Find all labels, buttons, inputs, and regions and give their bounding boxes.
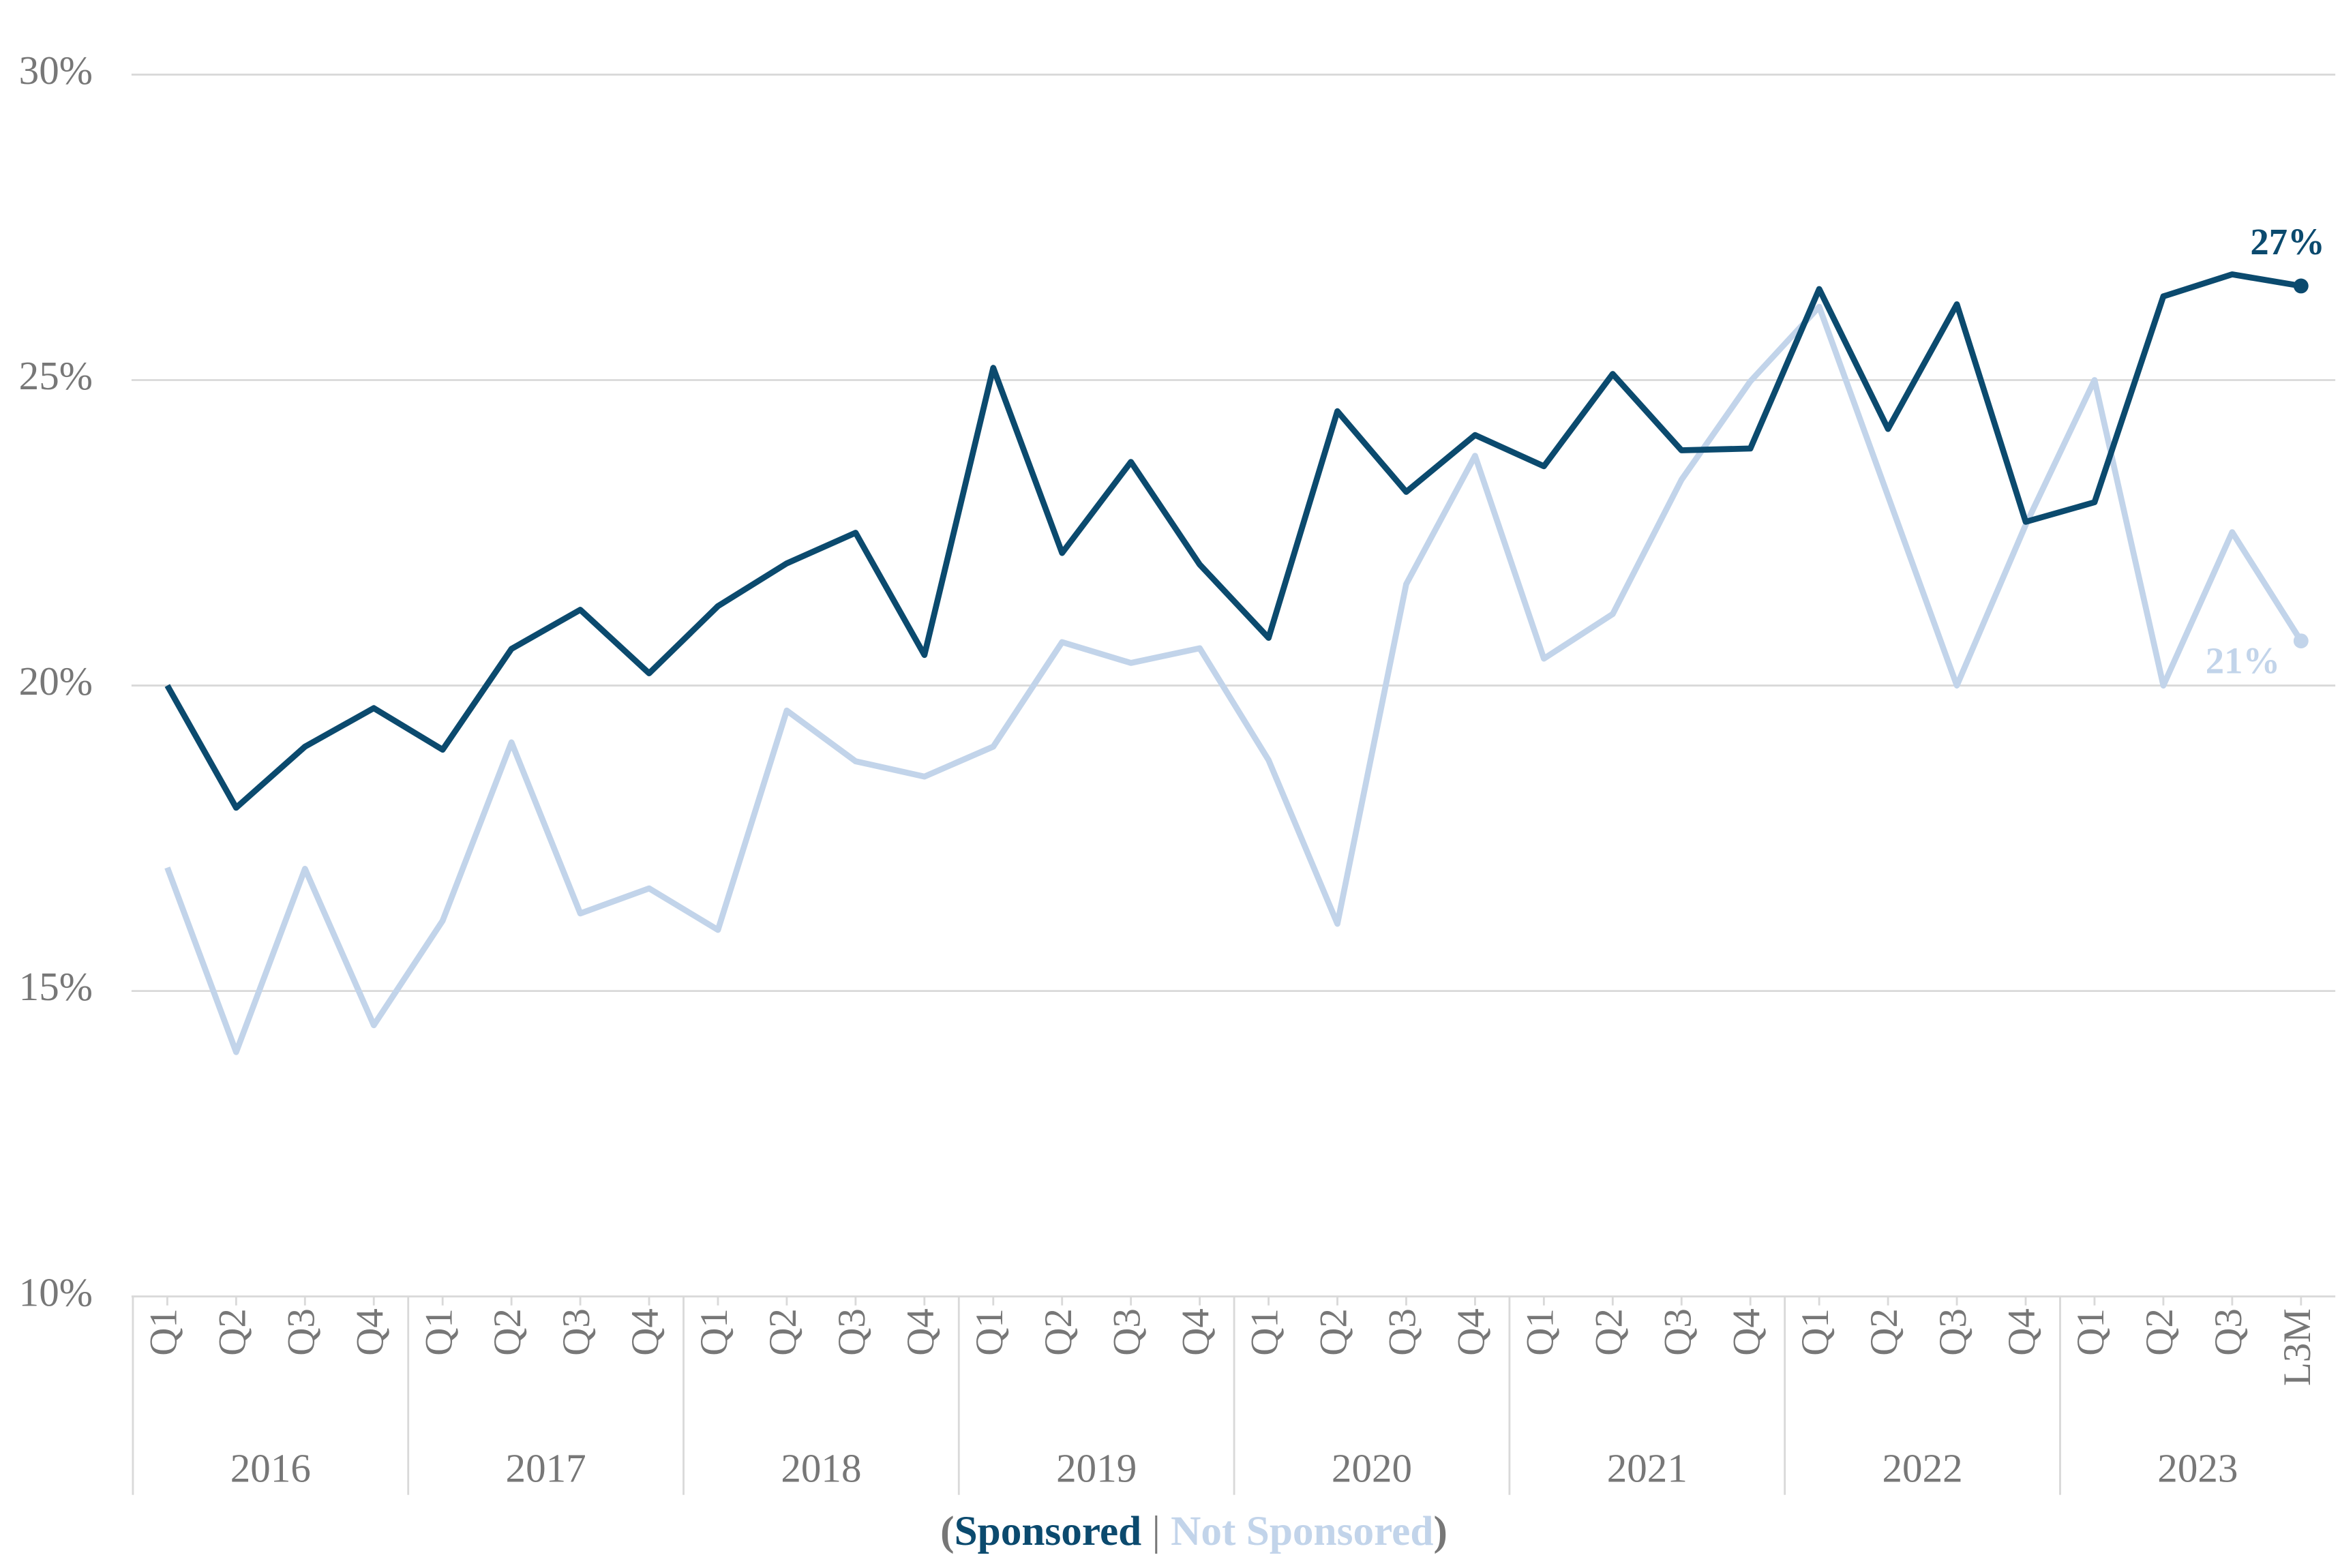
x-tick-label: Q2	[1037, 1308, 1080, 1356]
x-tick-label: Q1	[2069, 1308, 2112, 1356]
x-tick-label: Q3	[830, 1308, 873, 1356]
x-group-label: 2016	[230, 1446, 311, 1491]
x-tick-label: Q4	[1725, 1308, 1768, 1356]
data-label: 21%	[2206, 640, 2280, 682]
end-marker	[2293, 633, 2309, 649]
x-tick-label: Q2	[1312, 1308, 1355, 1356]
x-tick-label: Q1	[1518, 1308, 1561, 1356]
x-tick-label: Q3	[1932, 1308, 1975, 1356]
y-tick-label: 30%	[19, 48, 93, 93]
x-tick-label: Q1	[693, 1308, 736, 1356]
x-tick-label: Q3	[555, 1308, 598, 1356]
end-marker	[2293, 278, 2309, 294]
legend-entry: Not Sponsored	[1171, 1508, 1433, 1554]
x-tick-label: Q2	[762, 1308, 805, 1356]
x-tick-label: Q1	[1244, 1308, 1287, 1356]
x-tick-label: Q1	[968, 1308, 1011, 1356]
series-line	[164, 271, 2302, 811]
x-group-label: 2021	[1607, 1446, 1687, 1491]
x-tick-label: Q2	[1863, 1308, 1906, 1356]
x-tick-label: Q1	[417, 1308, 460, 1356]
legend-prefix: (	[940, 1508, 954, 1554]
x-tick-label: Q2	[2138, 1308, 2181, 1356]
x-group-label: 2023	[2157, 1446, 2238, 1491]
x-tick-label: Q3	[1106, 1308, 1149, 1356]
y-tick-label: 10%	[19, 1269, 93, 1314]
x-tick-label: Q4	[1175, 1308, 1218, 1356]
x-group-label: 2017	[506, 1446, 586, 1491]
y-tick-label: 25%	[19, 353, 93, 398]
data-label: 27%	[2250, 221, 2324, 262]
x-tick-label: L3M	[2276, 1308, 2319, 1386]
x-tick-label: Q3	[2207, 1308, 2250, 1356]
x-tick-label: Q4	[624, 1308, 667, 1356]
x-tick-label: Q3	[1656, 1308, 1699, 1356]
x-tick-label: Q2	[486, 1308, 529, 1356]
x-tick-label: Q1	[1794, 1308, 1837, 1356]
legend: (Sponsored | Not Sponsored)	[940, 1508, 1448, 1554]
x-group-label: 2019	[1056, 1446, 1137, 1491]
x-tick-label: Q4	[1450, 1308, 1492, 1356]
x-group-label: 2022	[1882, 1446, 1963, 1491]
x-tick-label: Q4	[899, 1308, 942, 1356]
x-tick-label: Q4	[2000, 1308, 2043, 1356]
y-tick-label: 15%	[19, 964, 93, 1009]
x-tick-label: Q3	[1381, 1308, 1424, 1356]
x-tick-label: Q4	[348, 1308, 391, 1356]
x-tick-label: Q2	[1587, 1308, 1630, 1356]
series-line	[164, 303, 2304, 1055]
y-tick-label: 20%	[19, 659, 93, 704]
legend-separator: |	[1141, 1508, 1171, 1554]
x-tick-label: Q2	[211, 1308, 254, 1356]
x-group-label: 2018	[781, 1446, 861, 1491]
legend-entry: Sponsored	[955, 1508, 1142, 1554]
x-group-label: 2020	[1332, 1446, 1412, 1491]
x-tick-label: Q1	[142, 1308, 185, 1356]
x-tick-label: Q3	[280, 1308, 322, 1356]
legend-suffix: )	[1433, 1508, 1447, 1554]
